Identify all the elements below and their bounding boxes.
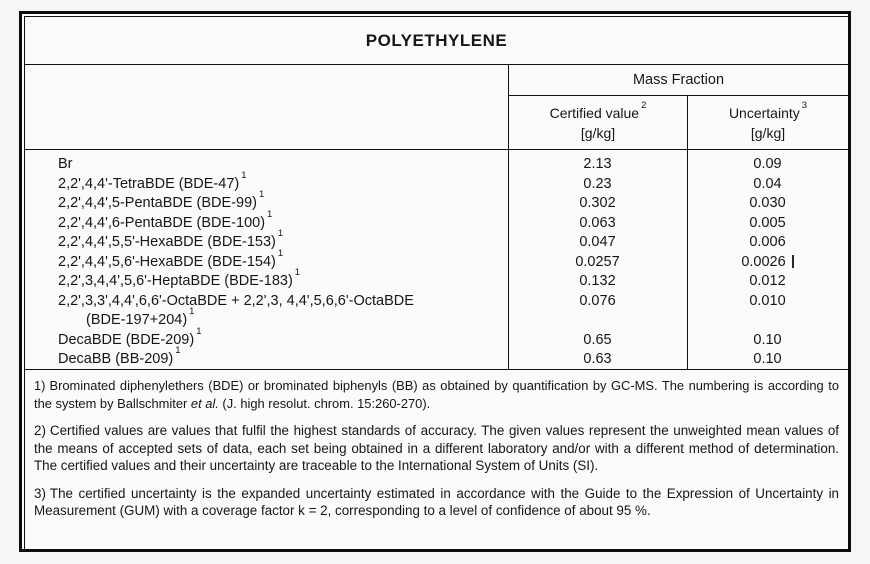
substance-label: 2,2',4,4',5,6'-HexaBDE (BDE-154)1 bbox=[58, 247, 284, 270]
table-row: 2,2',3,3',4,4',6,6'-OctaBDE + 2,2',3, 4,… bbox=[25, 292, 848, 331]
footnote-ref-2: 2 bbox=[641, 99, 647, 111]
substance-label: 2,2',3,4,4',5,6'-HeptaBDE (BDE-183)1 bbox=[58, 267, 301, 289]
substance-label: DecaBDE (BDE-209)1 bbox=[58, 325, 202, 348]
column-divider-2 bbox=[687, 150, 688, 369]
substance-label: 2,2',4,4',5,5'-HexaBDE (BDE-153)1 bbox=[58, 228, 284, 250]
certified-value: 0.132 bbox=[579, 273, 616, 289]
uncertainty-value: 0.006 bbox=[749, 234, 786, 250]
substance-label-line2: (BDE-197+204)1 bbox=[86, 306, 195, 328]
header-mass-fraction-group: Mass Fraction Certified value 2 [g/kg] Un… bbox=[508, 65, 848, 149]
footnote-ref-3: 3 bbox=[801, 99, 808, 111]
table-row: 2,2',4,4',6-PentaBDE (BDE-100)1 0.063 0.00… bbox=[25, 208, 848, 234]
uncertainty-value: 0.005 bbox=[749, 214, 786, 231]
substance-label: 2,2',3,3',4,4',6,6'-OctaBDE + 2,2',3, 4,… bbox=[25, 292, 508, 331]
certified-value-header-label: Certified value 2 bbox=[549, 99, 647, 121]
footnote-1-text: Brominated diphenylethers (BDE) or bromi… bbox=[34, 378, 839, 411]
group-header-label: Mass Fraction bbox=[632, 72, 725, 88]
table-body: Br 2.13 0.09 2,2',4,4'-TetraBDE (BDE-47)1 0.… bbox=[25, 150, 848, 370]
table-row: DecaBB (BB-209)1 0.63 0.10 bbox=[25, 345, 848, 370]
table-row: Br 2.13 0.09 bbox=[25, 155, 848, 175]
uncertainty-value: 0.04 bbox=[753, 175, 782, 192]
table-row: 2,2',3,4,4',5,6'-HeptaBDE (BDE-183)1 0.13… bbox=[25, 267, 848, 292]
header-empty-cell bbox=[25, 65, 508, 149]
group-header-cell: Mass Fraction bbox=[509, 65, 848, 96]
uncertainty-value: 0.09 bbox=[753, 156, 782, 172]
certified-value: 0.302 bbox=[579, 195, 616, 211]
certified-value: 0.23 bbox=[583, 175, 612, 192]
page-title: POLYETHYLENE bbox=[365, 30, 508, 50]
certified-value: 0.076 bbox=[579, 292, 616, 309]
certified-value: 0.0257 bbox=[575, 253, 620, 270]
footnotes-section: 1) Brominated diphenylethers (BDE) or bro… bbox=[25, 370, 848, 549]
uncertainty-header-label: Uncertainty 3 bbox=[728, 99, 808, 121]
footnote-1-marker: 1) bbox=[34, 378, 46, 393]
uncertainty-unit: [g/kg] bbox=[750, 124, 786, 141]
footnote-1-italic: et al. bbox=[187, 395, 219, 411]
table-row: 2,2',4,4',5,5'-HexaBDE (BDE-153)1 0.047 0.… bbox=[25, 228, 848, 253]
certificate-table: POLYETHYLENE Mass Fraction Certified val… bbox=[19, 11, 851, 552]
substance-label: DecaBB (BB-209)1 bbox=[58, 345, 181, 367]
footnote-2: 2) Certified values are values that fulfi… bbox=[34, 422, 839, 475]
table-inner-frame: POLYETHYLENE Mass Fraction Certified val… bbox=[24, 16, 848, 549]
table-row: 2,2',4,4'-TetraBDE (BDE-47)1 0.23 0.04 bbox=[25, 169, 848, 195]
substance-label: 2,2',4,4'-TetraBDE (BDE-47)1 bbox=[58, 169, 247, 192]
certified-value: 0.047 bbox=[579, 234, 616, 250]
uncertainty-value: 0.10 bbox=[753, 351, 782, 367]
certified-value-unit: [g/kg] bbox=[580, 124, 616, 141]
table-row: 2,2',4,4',5-PentaBDE (BDE-99)1 0.302 0.030 bbox=[25, 189, 848, 214]
certified-value: 0.63 bbox=[583, 351, 612, 367]
uncertainty-value: 0.10 bbox=[753, 331, 782, 348]
subheader-row: Certified value 2 [g/kg] Uncertainty 3 [g/… bbox=[509, 96, 848, 149]
substance-label: Br bbox=[58, 156, 73, 172]
footnote-2-text: Certified values are values that fulfil … bbox=[34, 423, 839, 473]
uncertainty-header: Uncertainty 3 [g/kg] bbox=[687, 96, 848, 149]
certified-value: 0.65 bbox=[583, 331, 612, 348]
footnote-3: 3) The certified uncertainty is the expan… bbox=[34, 485, 839, 520]
uncertainty-value: 0.030 bbox=[749, 195, 786, 211]
footnote-3-text: The certified uncertainty is the expande… bbox=[34, 485, 839, 519]
footnote-1-text-end: (J. high resolut. chrom. 15:260-270). bbox=[218, 395, 431, 411]
column-divider-1 bbox=[508, 150, 509, 369]
substance-label: 2,2',4,4',6-PentaBDE (BDE-100)1 bbox=[58, 208, 273, 231]
certified-value: 0.063 bbox=[579, 214, 616, 231]
uncertainty-value: 0.010 bbox=[749, 292, 786, 309]
uncertainty-value: 0.012 bbox=[749, 273, 786, 289]
substance-label: 2,2',4,4',5-PentaBDE (BDE-99)1 bbox=[58, 189, 265, 211]
footnote-1: 1) Brominated diphenylethers (BDE) or bro… bbox=[34, 377, 839, 412]
scan-cursor-artifact bbox=[791, 254, 794, 268]
table-body-rows: Br 2.13 0.09 2,2',4,4'-TetraBDE (BDE-47)1 0.… bbox=[25, 155, 848, 370]
table-row: DecaBDE (BDE-209)1 0.65 0.10 bbox=[25, 325, 848, 351]
footnote-3-marker: 3) bbox=[34, 485, 46, 501]
certified-value: 2.13 bbox=[583, 156, 612, 172]
uncertainty-value: 0.0026 bbox=[687, 253, 848, 273]
table-header: Mass Fraction Certified value 2 [g/kg] Un… bbox=[25, 65, 848, 150]
certified-value-header: Certified value 2 [g/kg] bbox=[509, 96, 687, 149]
table-row: 2,2',4,4',5,6'-HexaBDE (BDE-154)1 0.0257 0… bbox=[25, 247, 848, 273]
title-row: POLYETHYLENE bbox=[25, 17, 848, 65]
footnote-2-marker: 2) bbox=[34, 423, 46, 438]
